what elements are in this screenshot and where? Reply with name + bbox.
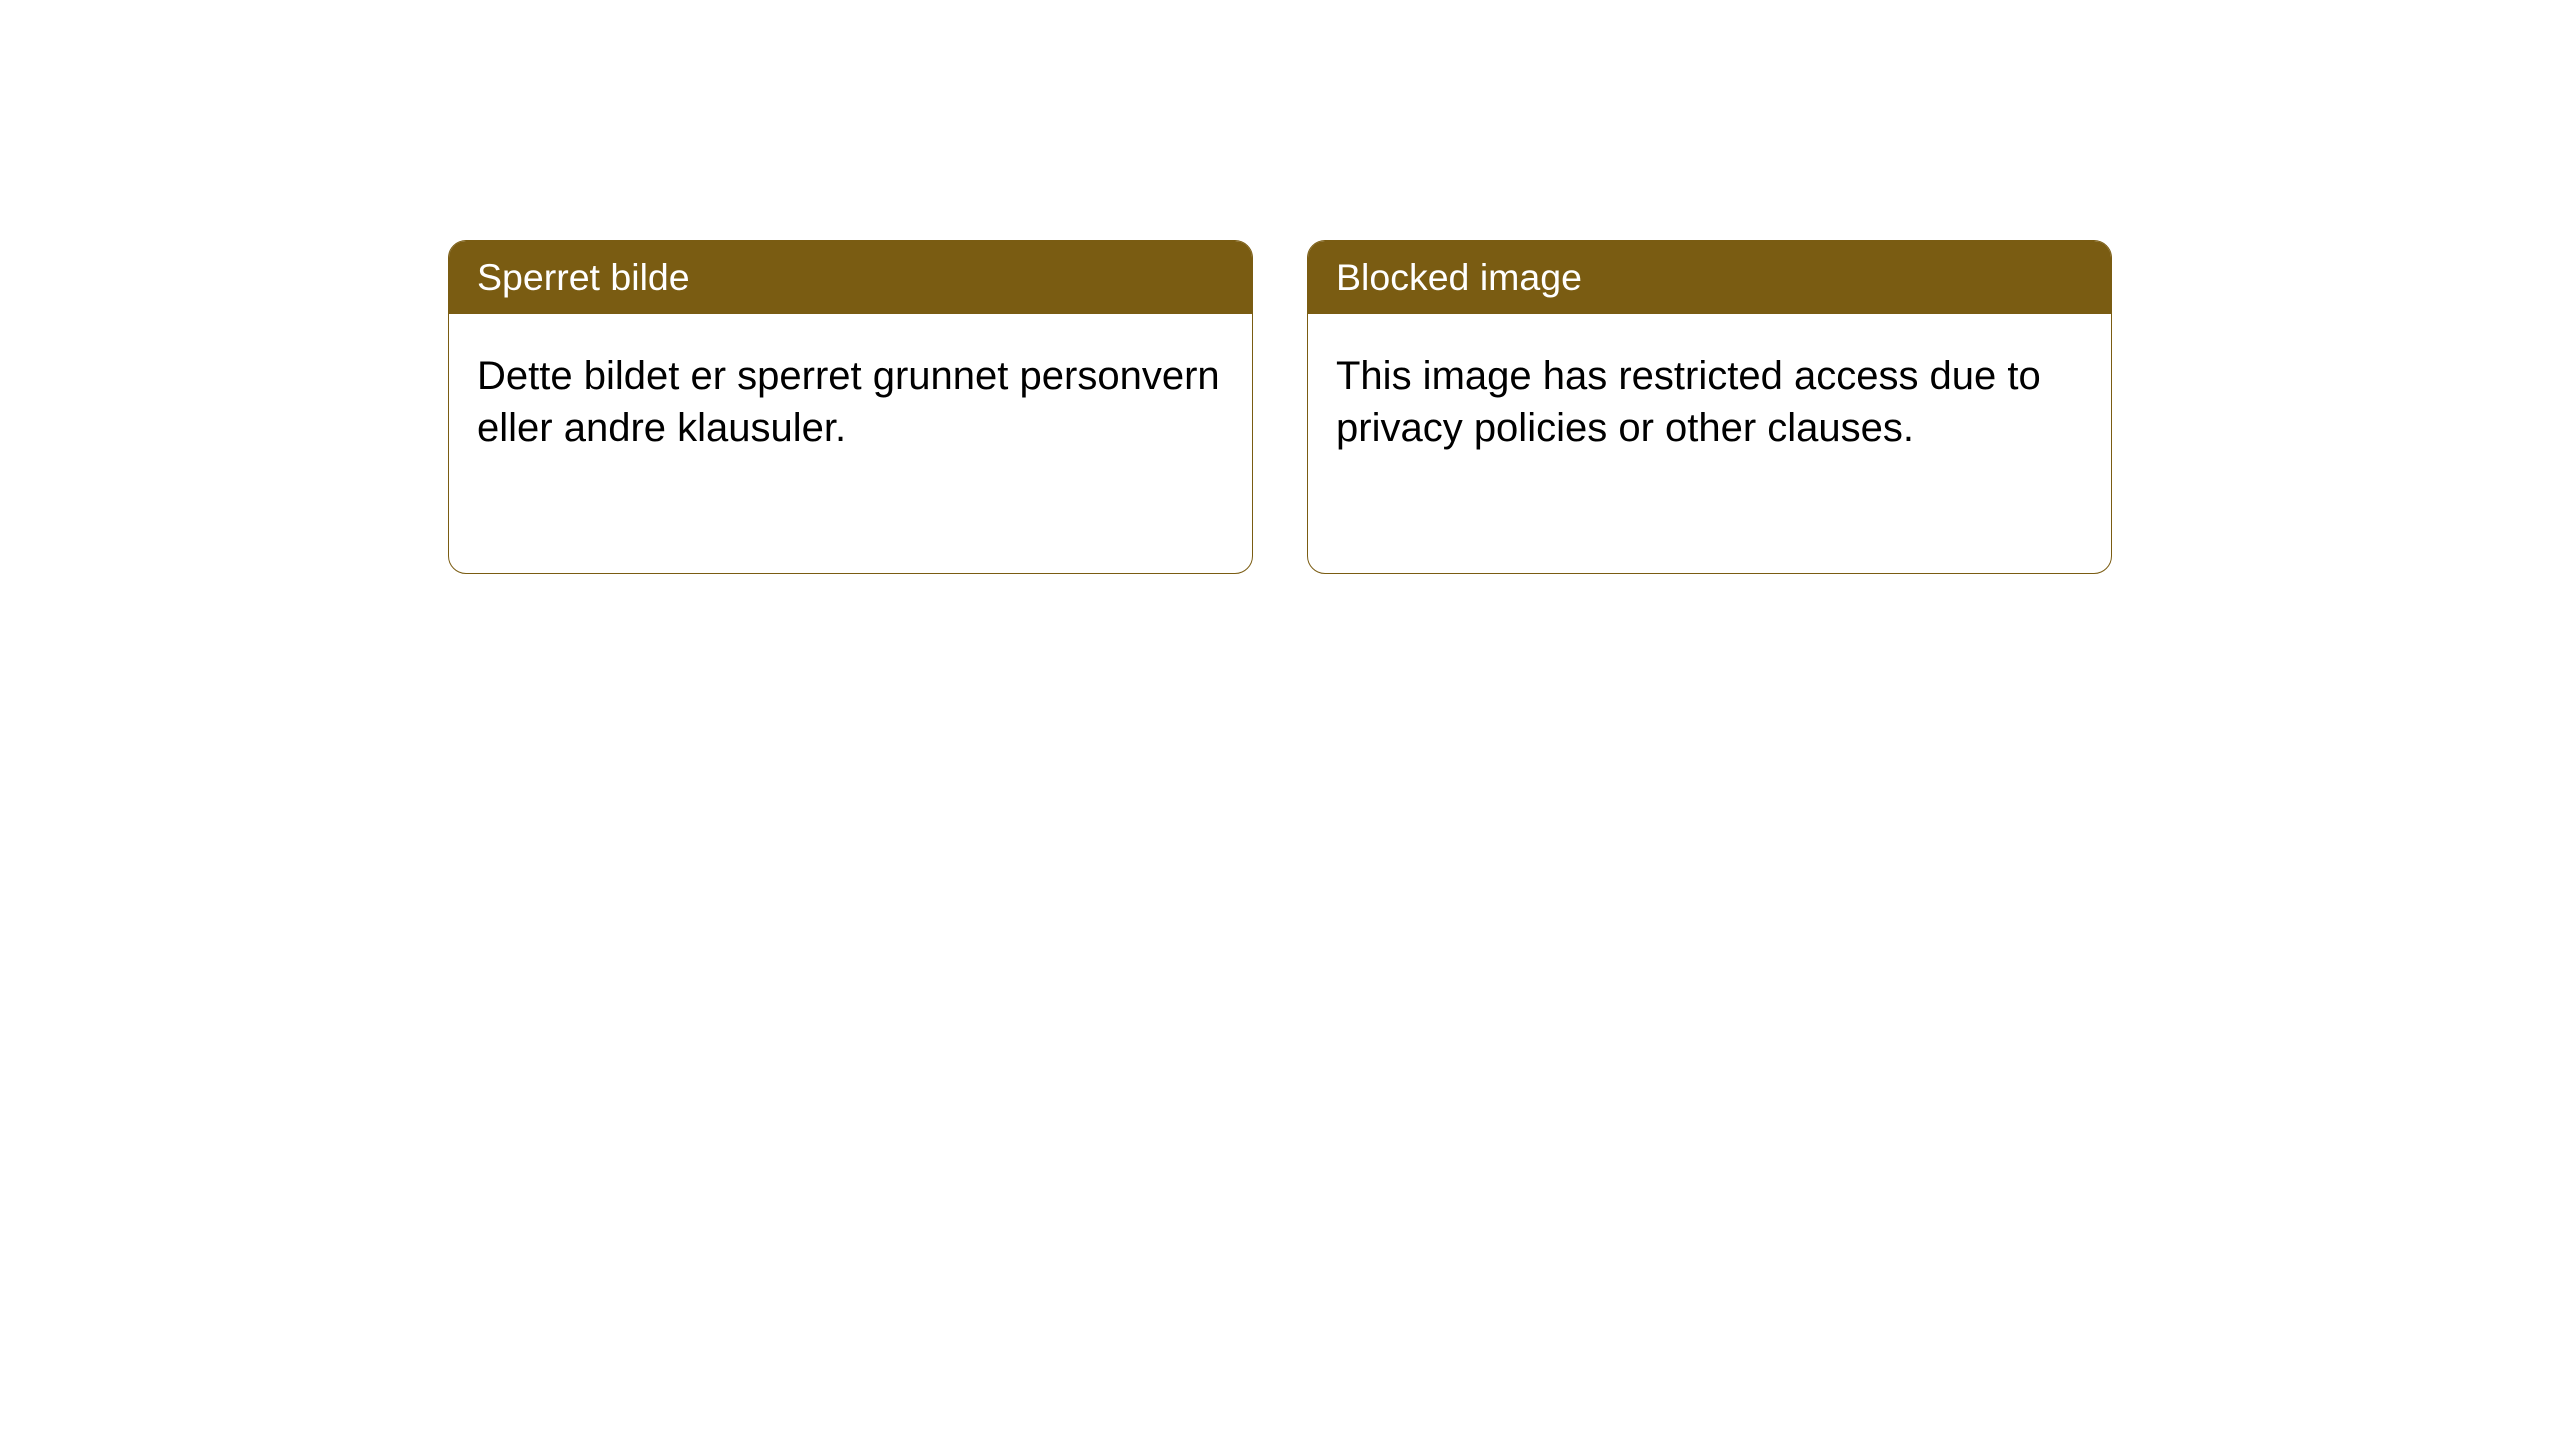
card-body: This image has restricted access due to … <box>1308 314 2111 490</box>
card-title: Blocked image <box>1336 256 1582 298</box>
card-body-text: Dette bildet er sperret grunnet personve… <box>477 354 1220 450</box>
card-header: Blocked image <box>1308 241 2111 314</box>
notice-cards-row: Sperret bilde Dette bildet er sperret gr… <box>448 240 2560 574</box>
card-body-text: This image has restricted access due to … <box>1336 354 2041 450</box>
card-title: Sperret bilde <box>477 256 690 298</box>
notice-card-english: Blocked image This image has restricted … <box>1307 240 2112 574</box>
notice-card-norwegian: Sperret bilde Dette bildet er sperret gr… <box>448 240 1253 574</box>
card-header: Sperret bilde <box>449 241 1252 314</box>
card-body: Dette bildet er sperret grunnet personve… <box>449 314 1252 490</box>
